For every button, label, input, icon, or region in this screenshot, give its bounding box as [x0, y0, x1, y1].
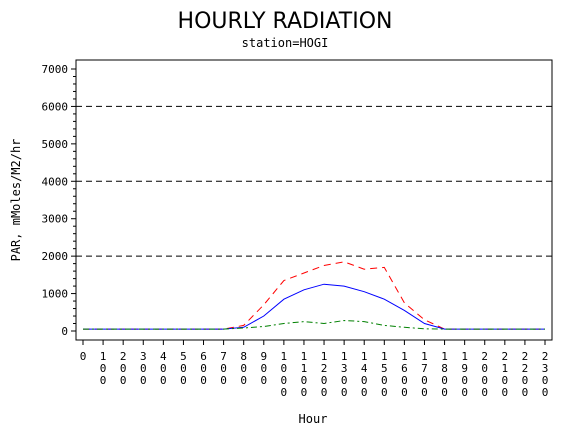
- series-line: [83, 261, 545, 330]
- x-tick-label: 0: [80, 350, 87, 363]
- y-tick-label: 4000: [42, 175, 69, 188]
- chart-title: HOURLY RADIATION: [178, 9, 393, 34]
- y-tick-label: 6000: [42, 100, 69, 113]
- y-tick-label: 1000: [42, 288, 69, 301]
- series-line: [83, 319, 545, 330]
- series-line: [83, 283, 545, 330]
- x-axis-ticks: 0 1 0 0 2 0 0 3 0 0 4 0 0 5 0 0 6 0 0 7 0 0 8 0 0 9 0 0 1 0 0 0 1 1 0 0 1 2 0 0…: [80, 340, 549, 399]
- y-tick-label: 3000: [42, 213, 69, 226]
- y-tick-label: 7000: [42, 63, 69, 76]
- x-axis-label: Hour: [299, 412, 328, 426]
- y-tick-label: 0: [61, 325, 68, 338]
- plot-frame: [75, 59, 553, 341]
- chart-subtitle: station=HOGI: [242, 36, 329, 50]
- y-tick-label: 2000: [42, 250, 69, 263]
- series-group: [83, 261, 545, 330]
- y-tick-label: 5000: [42, 138, 69, 151]
- reference-lines: [76, 105, 552, 257]
- y-axis-ticks: 0 1000 2000 3000 4000 5000 6000 7000: [42, 63, 76, 338]
- y-axis-label: PAR, mMoles/M2/hr: [9, 139, 23, 262]
